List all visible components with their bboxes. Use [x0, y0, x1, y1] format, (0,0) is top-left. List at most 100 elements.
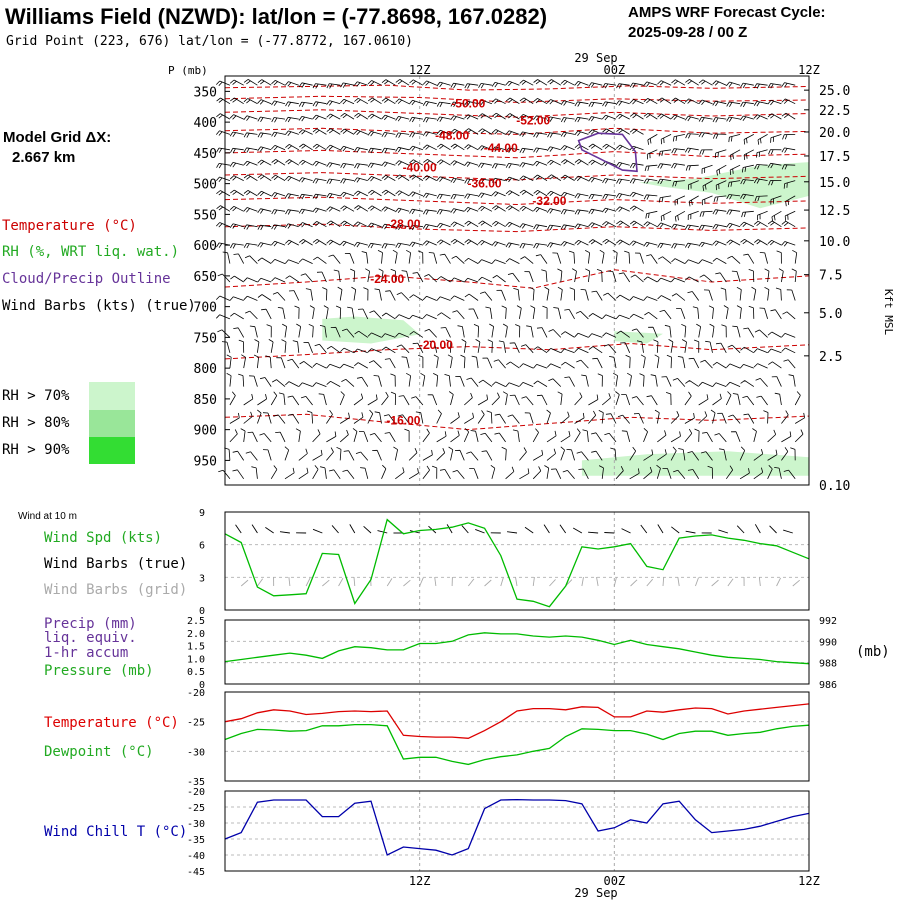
- wind-barb: [343, 450, 355, 461]
- wind-barb: [603, 292, 617, 301]
- wind-barb: [629, 99, 644, 105]
- wind-barb: [464, 128, 479, 135]
- wind-barb: [312, 193, 327, 200]
- wind-barb: [490, 464, 496, 479]
- wind-barb: [767, 331, 782, 338]
- wind-barb: [452, 470, 465, 480]
- wind-barb: [326, 239, 341, 246]
- wind-barb-true: [640, 524, 648, 534]
- wind-barb: [365, 268, 370, 283]
- wind-barb: [767, 99, 782, 106]
- wind-barb-grid: [711, 579, 719, 587]
- wind-barb: [243, 98, 258, 105]
- wind-barb: [581, 374, 589, 387]
- wind-barb: [229, 175, 244, 181]
- wind-barb: [574, 101, 589, 107]
- wind-barb: [496, 289, 506, 301]
- wind-barb: [524, 412, 534, 424]
- wind-barb: [271, 240, 286, 247]
- wind-barb: [450, 160, 465, 166]
- x-tick-label-bottom: 00Z: [603, 874, 625, 888]
- wind-barb: [730, 149, 741, 161]
- wind-barb: [588, 239, 603, 246]
- wind-barb: [643, 98, 658, 105]
- wind-barb: [319, 325, 327, 338]
- wind-barb: [529, 286, 535, 301]
- wind-barb: [409, 208, 423, 215]
- wind-barb: [306, 410, 313, 424]
- wind-barb: [257, 257, 272, 264]
- wind-barb: [778, 268, 784, 283]
- wind-barb: [367, 394, 378, 406]
- wind-barb: [781, 220, 796, 228]
- wind-barb: [602, 101, 617, 107]
- wind-barb: [381, 114, 396, 121]
- wind-barb: [698, 381, 713, 387]
- wind-barb: [757, 134, 768, 145]
- wind-barb: [602, 332, 617, 338]
- wind-barb: [616, 128, 630, 135]
- wind-barb: [588, 116, 603, 122]
- wind-barb: [670, 431, 681, 443]
- wind-barb: [794, 391, 801, 406]
- wind-barb: [367, 189, 382, 197]
- pressure-tick-label: 600: [194, 239, 217, 254]
- wind-barb: [560, 430, 571, 443]
- wind-barb: [727, 180, 741, 188]
- wind-barb-true: [783, 529, 793, 534]
- wind-barb: [312, 207, 327, 213]
- wind-barb: [339, 191, 355, 198]
- cross-section-panel: -50.00 -52.00 -48.00 -44.00 -40.00 -36.00 -32.…: [168, 63, 895, 494]
- wind-barb: [312, 221, 327, 228]
- wind-barb: [781, 147, 796, 153]
- y-tick-label: -35: [187, 777, 205, 788]
- cross-section-axes: 350 400 450 500 550 600 650 700 750 800 850 900 950 2…: [194, 63, 851, 494]
- wind-barb: [560, 209, 575, 215]
- wind-barb: [436, 239, 451, 246]
- wind-barb: [398, 395, 410, 406]
- wind-barb: [560, 174, 575, 181]
- wind-barb: [684, 242, 699, 249]
- temp-label: -40.00: [403, 161, 437, 175]
- wind-barb-grid: [434, 577, 437, 587]
- wind-barb: [271, 379, 286, 387]
- wind-barb: [743, 149, 754, 160]
- wind-barb: [284, 81, 299, 87]
- wind-barb: [726, 194, 741, 200]
- wind-barb: [478, 178, 492, 184]
- wind-barb: [408, 99, 424, 106]
- wind-barb: [328, 254, 341, 264]
- wind-barb: [702, 432, 713, 443]
- wind-barb: [753, 467, 764, 480]
- wind-barb: [340, 240, 355, 247]
- wind-barb: [650, 374, 658, 387]
- wind-barb: [395, 79, 410, 86]
- wind-barb: [647, 134, 658, 145]
- wind-barb: [629, 205, 644, 212]
- wind-barb: [591, 450, 603, 461]
- wind-barb: [560, 100, 575, 106]
- temperature-panel-axes: -20 -25 -30 -35: [187, 688, 205, 788]
- wind-barb: [312, 143, 327, 151]
- wind-barb: [492, 275, 506, 283]
- wind-barb: [770, 134, 782, 143]
- wind-barb: [618, 272, 631, 283]
- wind-barb: [226, 354, 232, 369]
- wind-barb: [767, 348, 782, 354]
- wind-barb: [574, 193, 589, 199]
- wind-barb: [741, 210, 754, 218]
- wind-barb: [535, 254, 548, 264]
- wind-barb: [450, 221, 465, 228]
- wind-barb: [436, 296, 451, 301]
- wind-barb: [357, 308, 369, 320]
- wind-barb: [666, 354, 672, 369]
- temperature-line: [224, 703, 810, 739]
- wind-barb: [657, 80, 672, 86]
- wind-barb: [284, 193, 299, 199]
- x-tick-label-top: 00Z: [603, 63, 625, 77]
- wind-barb-true: [279, 531, 290, 534]
- wind-barb: [408, 468, 419, 480]
- wind-barb: [305, 288, 313, 301]
- wind-barb: [767, 83, 782, 89]
- wind-barb: [542, 305, 548, 319]
